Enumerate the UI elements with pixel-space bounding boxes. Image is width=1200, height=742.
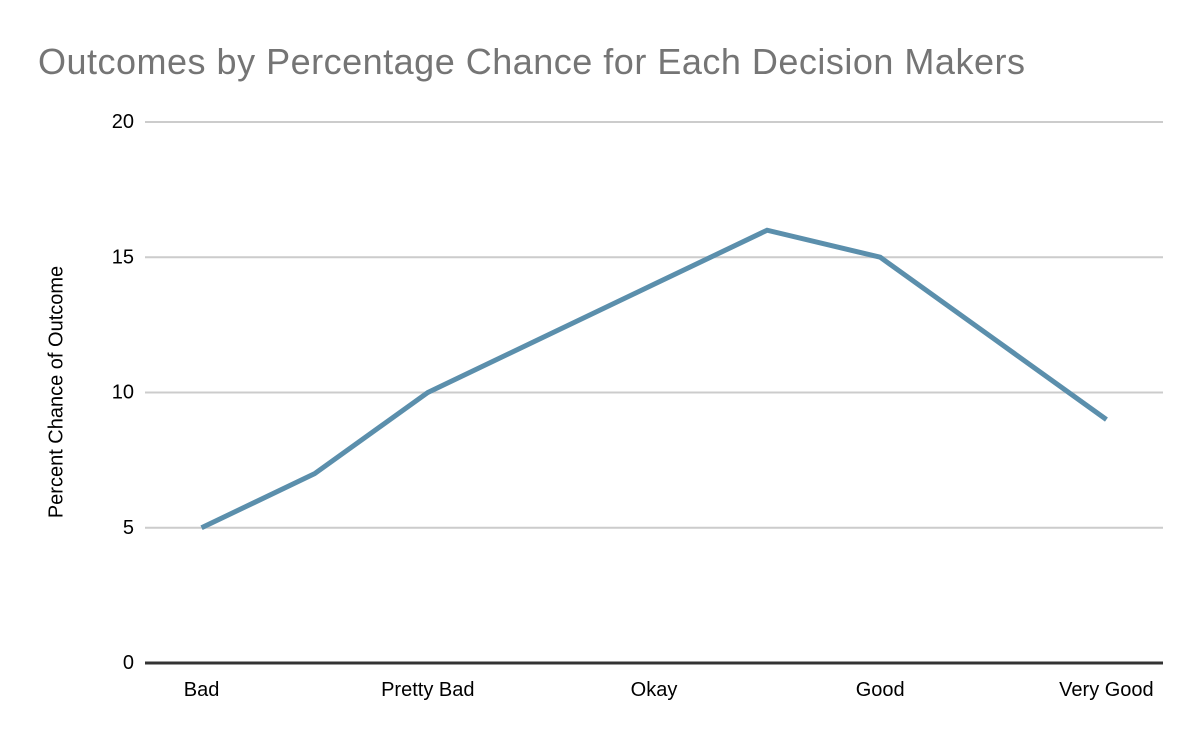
chart-title: Outcomes by Percentage Chance for Each D…	[38, 41, 1026, 82]
y-tick-label: 5	[123, 517, 134, 539]
x-category-label: Very Good	[1059, 679, 1154, 701]
y-tick-label: 20	[112, 111, 134, 133]
x-category-label: Bad	[184, 679, 220, 701]
x-category-label: Good	[856, 679, 905, 701]
x-category-label: Okay	[631, 679, 678, 701]
x-category-label: Pretty Bad	[381, 679, 474, 701]
y-tick-label: 10	[112, 382, 134, 404]
y-tick-label: 15	[112, 246, 134, 268]
series-line	[200, 227, 1108, 531]
y-tick-label: 0	[123, 652, 134, 674]
